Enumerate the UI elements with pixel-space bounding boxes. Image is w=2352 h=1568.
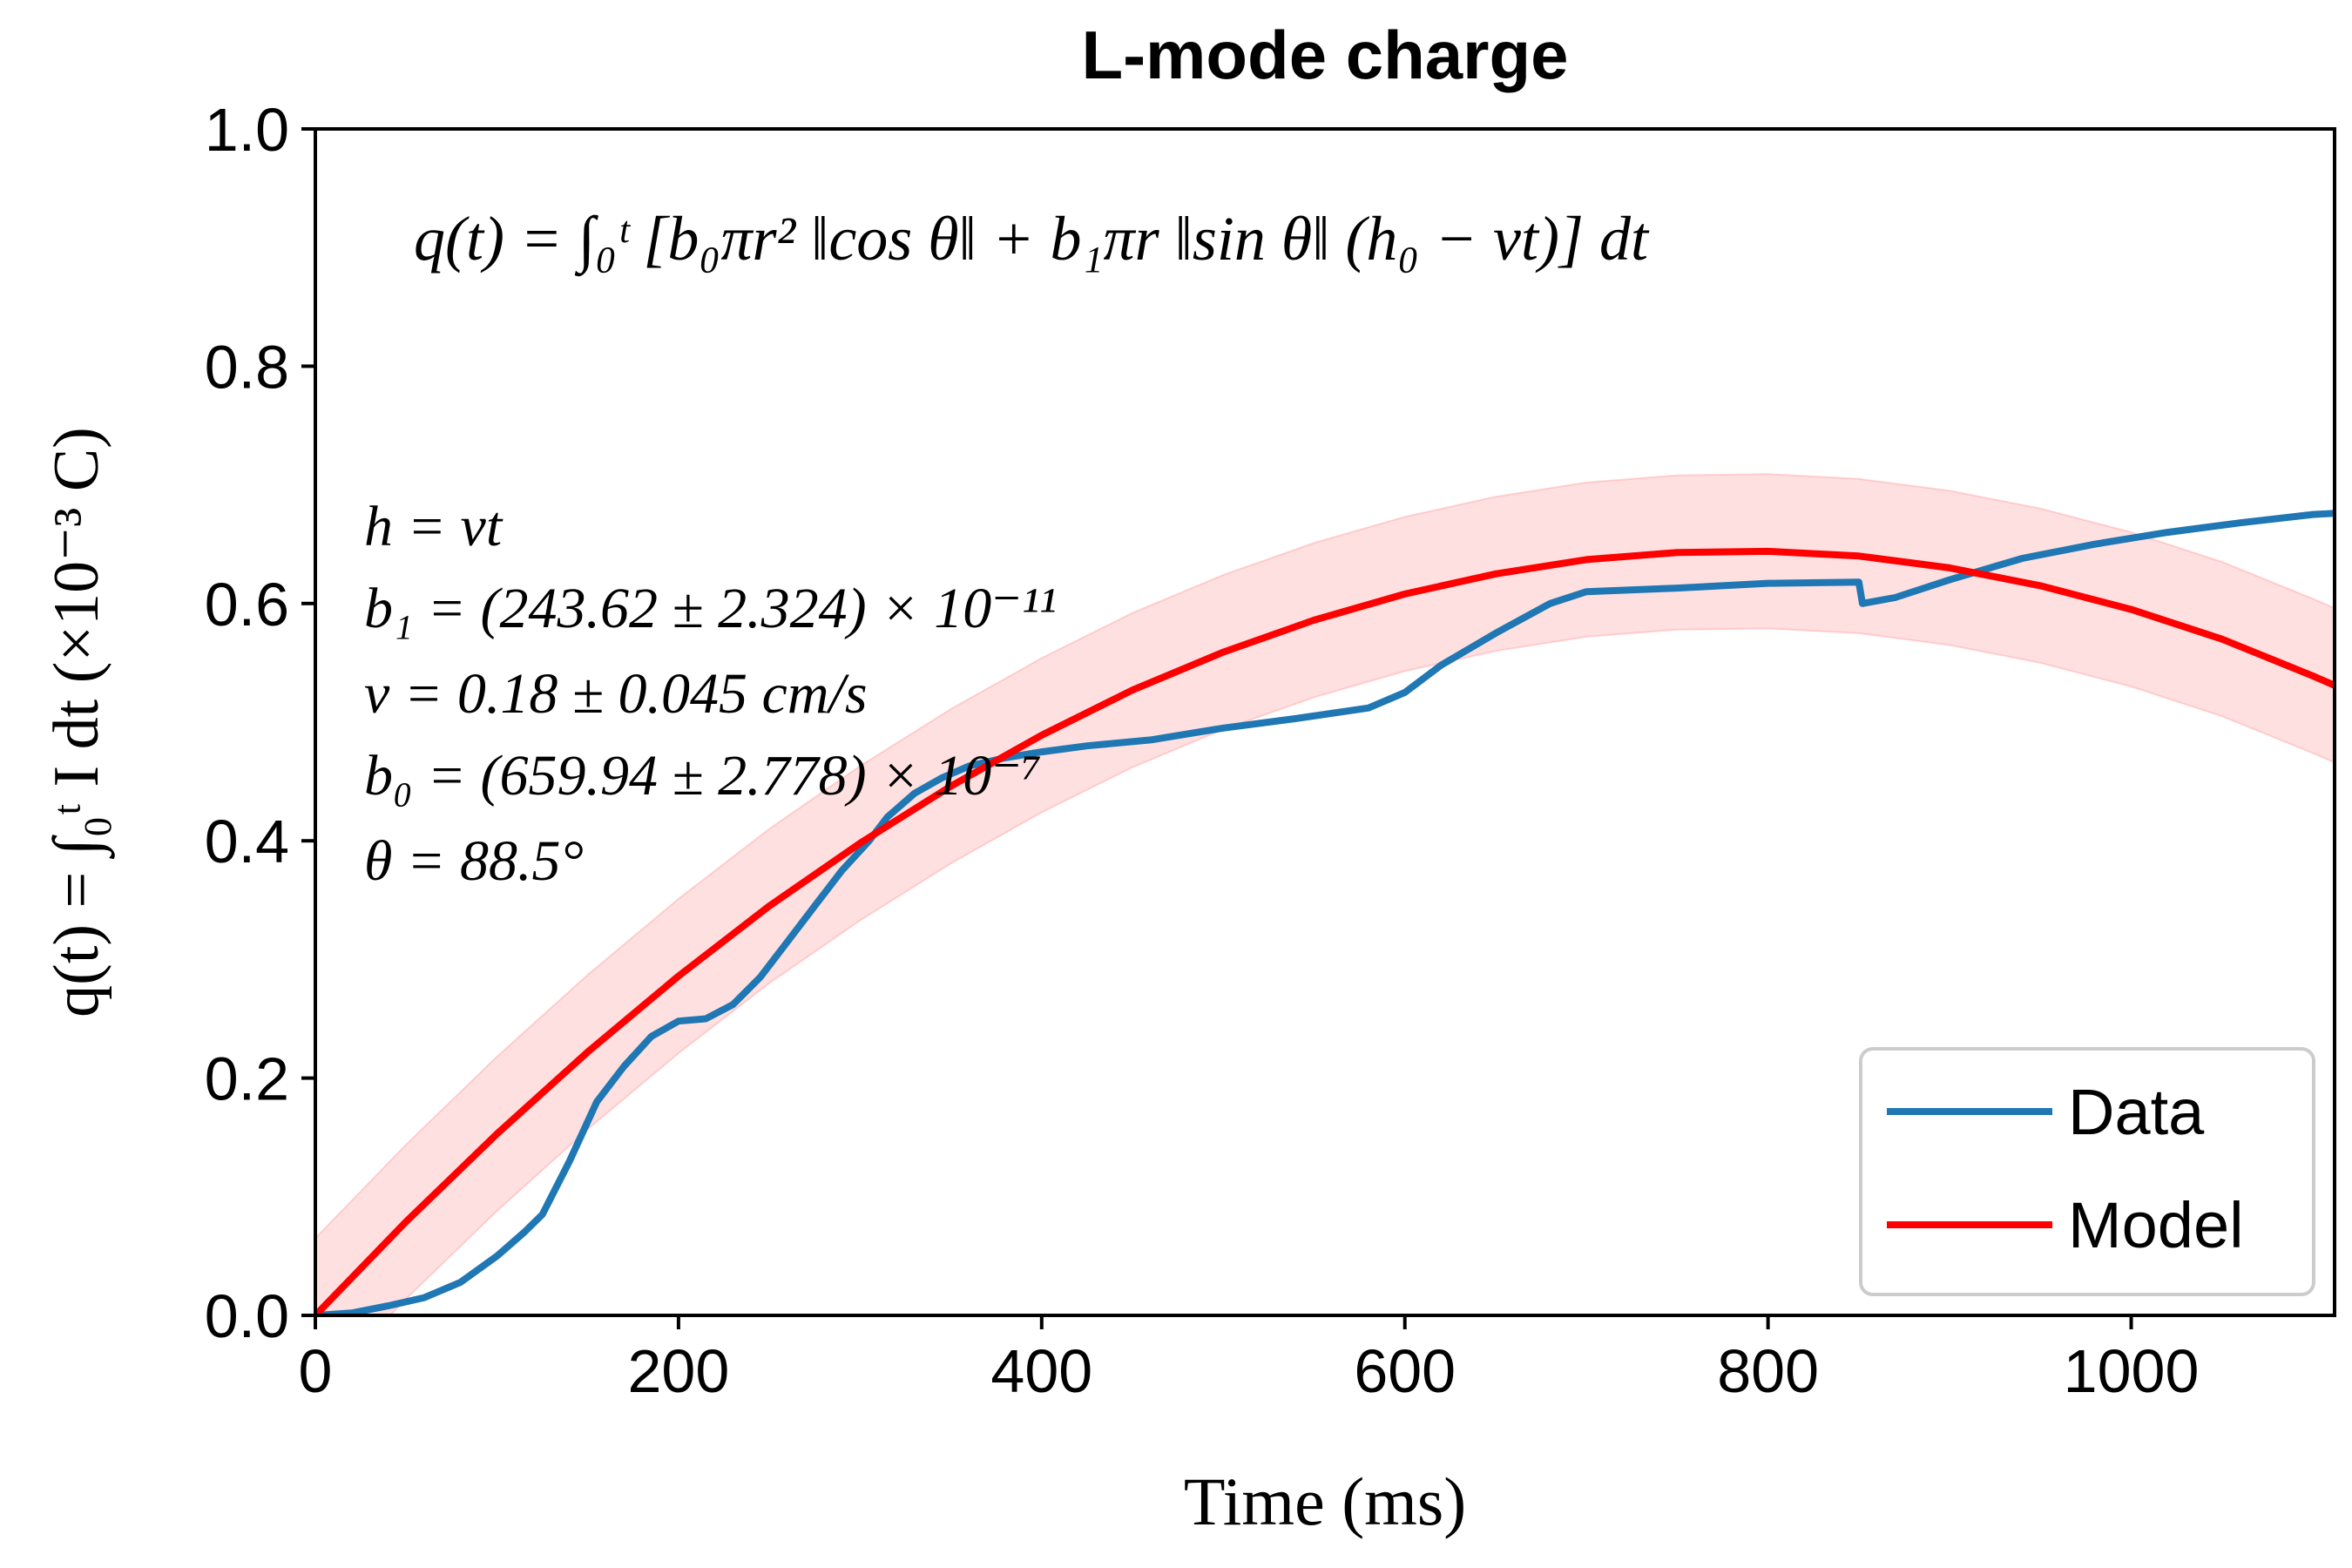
model-series-line	[315, 547, 2335, 1315]
y-tick-label: 0.2	[205, 1045, 289, 1113]
model-formula: q(t) = ∫₀ᵗ [b₀πr² ‖cos θ‖ + b₁πr ‖sin θ‖…	[414, 204, 1650, 277]
annotation-theta: θ = 88.5°	[364, 829, 584, 893]
x-tick-label: 600	[1354, 1337, 1456, 1405]
chart-title: L-mode charge	[1081, 17, 1568, 93]
x-tick-label: 0	[299, 1337, 333, 1405]
x-tick-label: 200	[628, 1337, 730, 1405]
legend-data-label: Data	[2068, 1076, 2205, 1148]
legend-model-label: Model	[2068, 1189, 2244, 1261]
y-tick-label: 1.0	[205, 96, 289, 164]
annotation-h: h = νt	[364, 495, 504, 558]
plot-area	[315, 473, 2335, 1315]
legend: Data Model	[1859, 1047, 2315, 1296]
x-axis-ticks: 0 200 400 600 800 1000	[299, 1315, 2200, 1405]
x-axis-label: Time (ms)	[1184, 1463, 1466, 1539]
y-tick-label: 0.4	[205, 808, 289, 875]
x-tick-label: 400	[990, 1337, 1092, 1405]
model-confidence-band	[315, 473, 2335, 1315]
y-axis-label: q(t) = ∫₀ᵗ I dt (×10⁻³ C)	[41, 427, 115, 1017]
y-axis-ticks: 0.0 0.2 0.4 0.6 0.8 1.0	[205, 96, 315, 1350]
y-tick-label: 0.8	[205, 333, 289, 401]
annotation-b1: b₁ = (243.62 ± 2.324) × 10⁻¹¹	[364, 577, 1057, 640]
annotation-b0: b₀ = (659.94 ± 2.778) × 10⁻⁷	[364, 744, 1042, 808]
x-tick-label: 800	[1717, 1337, 1819, 1405]
annotation-nu: ν = 0.18 ± 0.045 cm/s	[364, 662, 868, 726]
y-tick-label: 0.6	[205, 571, 289, 639]
axes-frame	[314, 127, 2336, 1317]
y-tick-label: 0.0	[205, 1282, 289, 1350]
parameter-annotations: h = νt b₁ = (243.62 ± 2.324) × 10⁻¹¹ ν =…	[364, 495, 1057, 893]
x-tick-label: 1000	[2064, 1337, 2200, 1405]
